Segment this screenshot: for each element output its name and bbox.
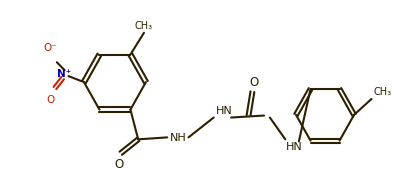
Text: O: O	[114, 158, 123, 171]
Text: HN: HN	[216, 105, 232, 116]
Text: O: O	[46, 95, 54, 105]
Text: CH₃: CH₃	[374, 87, 392, 97]
Text: HN: HN	[286, 142, 303, 152]
Text: NH: NH	[170, 133, 187, 143]
Text: O⁻: O⁻	[43, 43, 57, 53]
Text: O: O	[250, 76, 259, 89]
Text: CH₃: CH₃	[135, 21, 153, 31]
Text: N⁺: N⁺	[58, 69, 72, 79]
